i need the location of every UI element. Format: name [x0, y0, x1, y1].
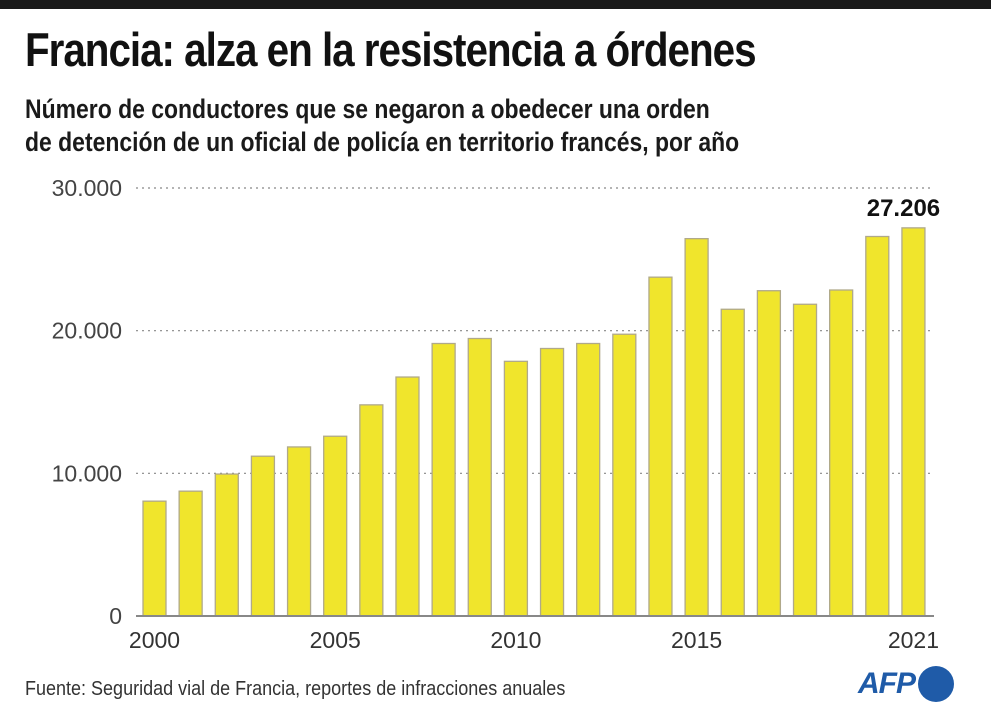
annotations: 27.206: [867, 195, 940, 222]
bar-2007: [395, 376, 420, 617]
y-axis-ticks: 0 10.000 20.000 30.000: [52, 175, 122, 629]
x-tick-label: 2000: [129, 627, 180, 653]
y-tick-label: 30.000: [52, 175, 122, 201]
bar-2012: [576, 342, 601, 617]
x-tick-label: 2005: [310, 627, 361, 653]
bar-2010: [503, 360, 529, 617]
bar-2008: [431, 342, 456, 617]
bar-2004: [286, 446, 312, 617]
bar-2013: [612, 333, 637, 617]
bars: [142, 227, 926, 617]
subtitle-line-2: de detención de un oficial de policía en…: [25, 127, 740, 157]
bar-2006: [359, 404, 384, 617]
bar-2005: [323, 435, 348, 617]
bar-2017: [756, 290, 782, 617]
chart-title: Francia: alza en la resistencia a órdene…: [25, 23, 757, 76]
bar-2001: [178, 490, 203, 617]
subtitle-line-1: Número de conductores que se negaron a o…: [25, 94, 710, 124]
x-axis-ticks: 2000 2005 2010 2015 2021: [129, 627, 939, 653]
bar-2016: [720, 308, 745, 617]
afp-logo-text: AFP: [858, 667, 916, 700]
bar-2019: [829, 289, 854, 617]
bar-2015: [684, 237, 709, 617]
bar-2002: [214, 473, 239, 617]
x-tick-label: 2015: [671, 627, 722, 653]
afp-logo-dot-icon: [918, 666, 954, 702]
y-tick-label: 0: [109, 603, 122, 629]
bar-2018: [792, 303, 818, 617]
bar-2000: [142, 500, 167, 617]
bar-2020: [865, 235, 890, 617]
chart-subtitle: Número de conductores que se negaron a o…: [25, 93, 739, 159]
top-bar: [0, 0, 991, 9]
x-tick-label: 2021: [888, 627, 939, 653]
x-tick-label: 2010: [490, 627, 541, 653]
data-label: 27.206: [867, 195, 940, 222]
bar-2011: [539, 347, 565, 617]
bar-2014: [648, 276, 673, 617]
bar-2021: [901, 227, 926, 617]
y-tick-label: 10.000: [52, 460, 122, 486]
bar-2003: [250, 455, 276, 617]
y-tick-label: 20.000: [52, 318, 122, 344]
afp-logo: AFP: [858, 666, 954, 702]
source-note: Fuente: Seguridad vial de Francia, repor…: [25, 678, 566, 700]
bar-2009: [467, 337, 492, 617]
